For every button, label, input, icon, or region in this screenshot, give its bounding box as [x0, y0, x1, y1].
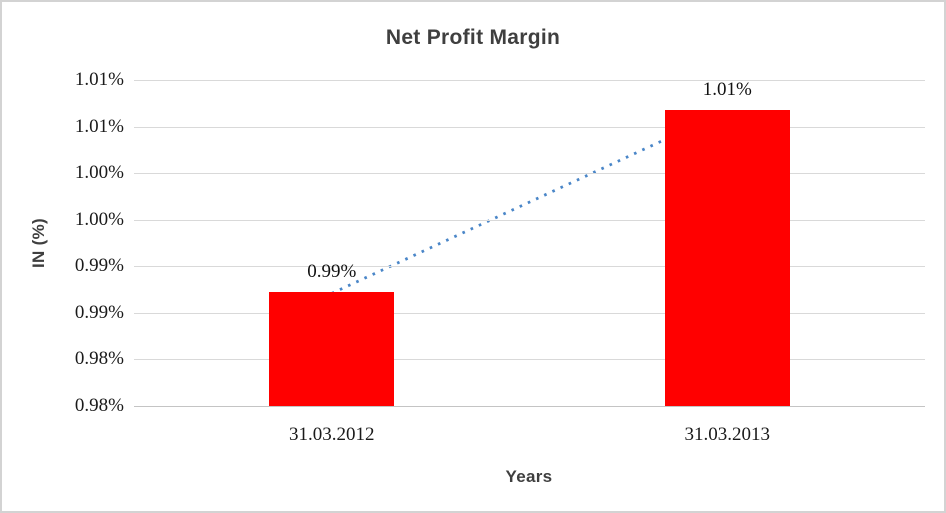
gridline	[134, 312, 925, 314]
y-tick-label-2: 0.99%	[74, 301, 124, 323]
gridline	[134, 126, 925, 128]
y-tick-label-6: 1.01%	[74, 115, 124, 137]
bar-data-label-0: 0.99%	[307, 261, 357, 283]
gridline	[134, 266, 925, 268]
gridline	[134, 406, 925, 407]
gridline	[134, 80, 925, 81]
bar-1	[664, 109, 790, 406]
y-tick-label-1: 0.98%	[74, 348, 124, 370]
bar-0	[269, 292, 395, 406]
y-tick-label-7: 1.01%	[74, 69, 124, 90]
y-tick-label-0: 0.98%	[74, 395, 124, 416]
bar-data-label-1: 1.01%	[702, 78, 752, 100]
x-axis-title: Years	[505, 467, 553, 486]
y-tick-label-4: 1.00%	[74, 208, 124, 230]
x-tick-label-0: 31.03.2012	[289, 424, 375, 445]
trendline	[331, 109, 728, 295]
gridline	[134, 173, 925, 175]
plot-area: 0.99% 1.01%	[134, 78, 925, 407]
gridline	[134, 359, 925, 361]
x-tick-label-1: 31.03.2013	[684, 424, 771, 445]
chart-title: Net Profit Margin	[385, 26, 561, 49]
trendline-path	[331, 109, 728, 295]
y-tick-label-5: 1.00%	[74, 162, 124, 184]
y-tick-label-3: 0.99%	[74, 255, 124, 277]
gridline	[134, 219, 925, 221]
